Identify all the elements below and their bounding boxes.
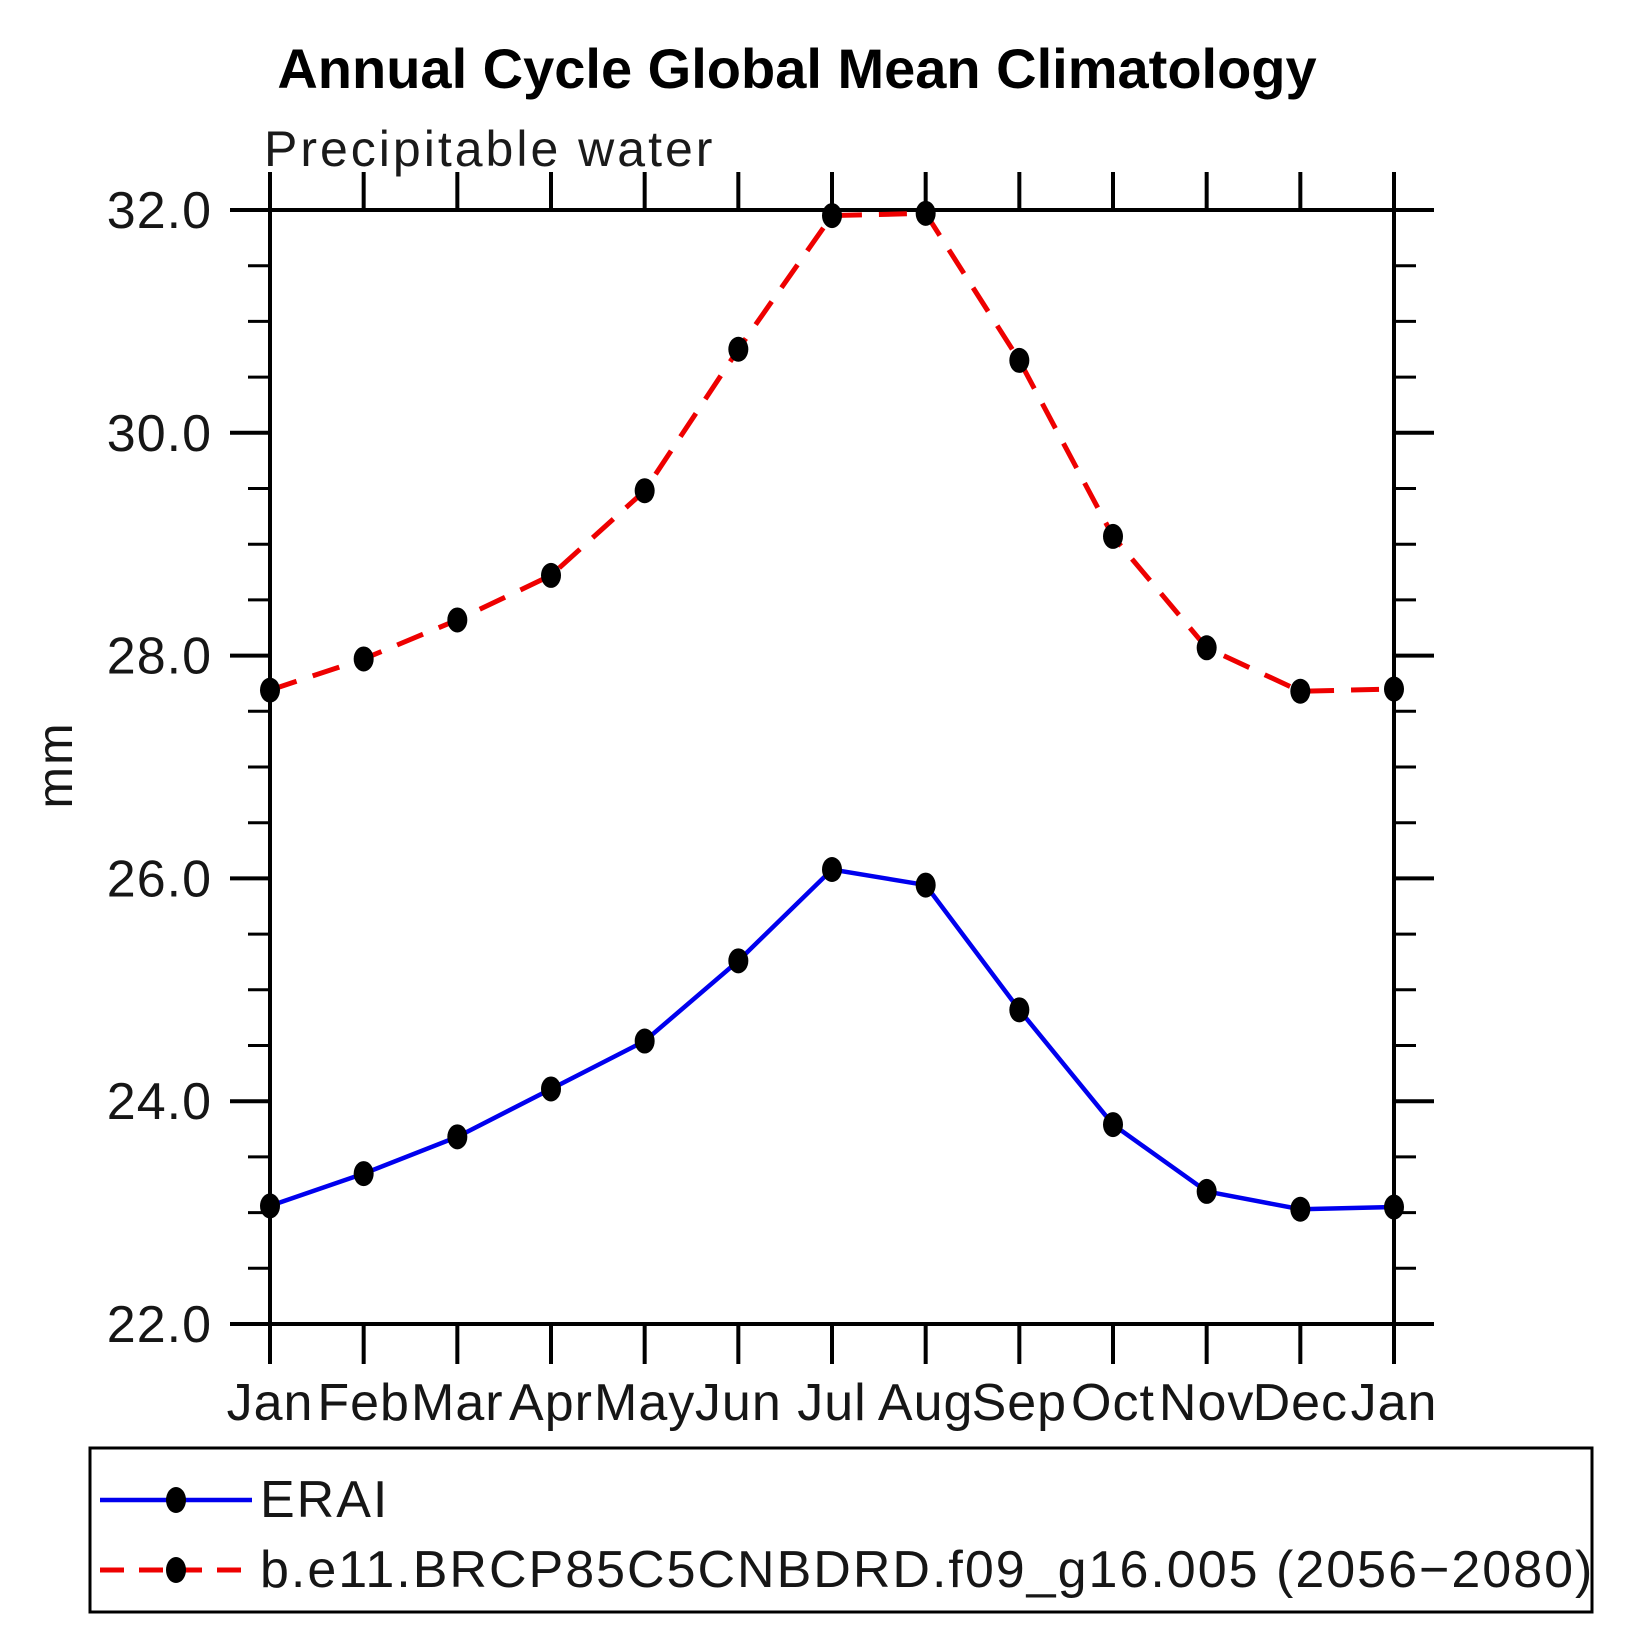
data-point [915, 200, 936, 226]
data-point [1196, 1178, 1217, 1204]
y-axis-title: mm [27, 721, 83, 808]
data-point [1290, 1196, 1311, 1222]
legend-label-model: b.e11.BRCP85C5CNBDRD.f09_g16.005 (2056−2… [260, 1541, 1594, 1599]
data-point [260, 1193, 280, 1219]
data-point [353, 646, 374, 672]
data-point [447, 607, 468, 633]
x-tick-label: Jan [227, 1374, 314, 1432]
data-point [541, 1076, 561, 1102]
y-tick-label: 28.0 [107, 628, 212, 686]
data-point [1290, 678, 1311, 704]
data-point [1009, 347, 1030, 373]
data-point [634, 478, 655, 504]
data-point [728, 336, 749, 362]
y-tick-label: 30.0 [107, 405, 212, 463]
y-tick-label: 24.0 [107, 1073, 212, 1131]
data-point [447, 1124, 468, 1150]
series-line-1 [269, 210, 1395, 694]
legend-label-erai: ERAI [260, 1471, 389, 1529]
x-tick-label: May [594, 1374, 695, 1432]
chart-subtitle: Precipitable water [264, 121, 715, 177]
data-point [634, 1028, 655, 1054]
x-tick-label: Jun [695, 1374, 782, 1432]
data-point [822, 203, 842, 229]
x-tick-label: Dec [1253, 1374, 1348, 1432]
plot-frame [268, 208, 1396, 1326]
series-line-0 [269, 867, 1395, 1212]
legend-entry-erai: ERAI [100, 1471, 389, 1529]
y-tick-label: 32.0 [107, 182, 212, 240]
data-point [1103, 1112, 1123, 1138]
legend-entry-model: b.e11.BRCP85C5CNBDRD.f09_g16.005 (2056−2… [100, 1541, 1594, 1599]
x-tick-label: Jul [797, 1374, 866, 1432]
data-point [822, 856, 842, 882]
x-tick-label: Mar [411, 1374, 504, 1432]
data-point [260, 677, 280, 703]
legend: ERAI b.e11.BRCP85C5CNBDRD.f09_g16.005 (2… [88, 1446, 1594, 1614]
x-tick-label: Nov [1159, 1374, 1254, 1432]
x-tick-label: Aug [878, 1374, 974, 1432]
series [269, 210, 1395, 1212]
data-point [541, 562, 561, 588]
data-point [353, 1161, 374, 1187]
data-point [915, 872, 936, 898]
x-tick-label: Feb [317, 1374, 410, 1432]
y-tick-label: 22.0 [107, 1296, 212, 1354]
legend-marker-dot-model [166, 1557, 186, 1583]
data-point [1384, 1194, 1404, 1220]
data-point [1196, 635, 1217, 661]
legend-box [88, 1446, 1594, 1614]
data-point [1009, 997, 1030, 1023]
chart-title: Annual Cycle Global Mean Climatology [277, 37, 1316, 100]
x-tick-label: Apr [509, 1374, 593, 1432]
y-tick-label: 26.0 [107, 850, 212, 908]
data-point-markers [260, 200, 1404, 1222]
x-tick-label: Oct [1071, 1374, 1155, 1432]
data-point [1103, 523, 1123, 549]
x-tick-label: Sep [972, 1374, 1068, 1432]
legend-marker-dot-erai [166, 1487, 186, 1513]
data-point [1384, 676, 1404, 702]
x-tick-label: Jan [1351, 1374, 1438, 1432]
data-point [728, 948, 749, 974]
